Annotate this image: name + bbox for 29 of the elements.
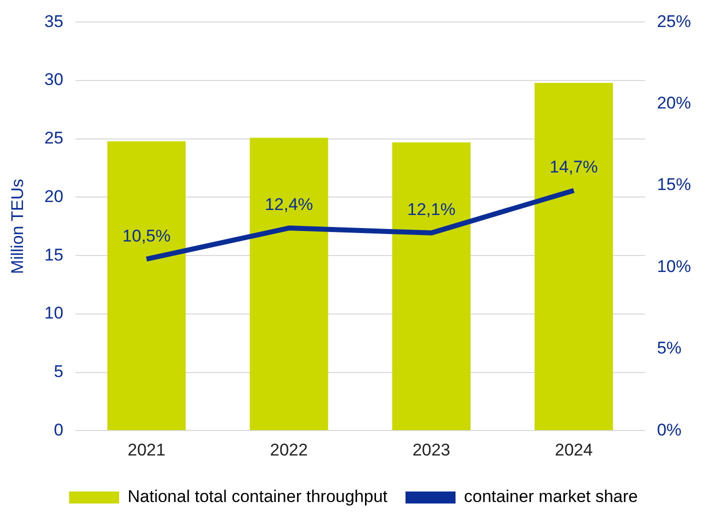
legend-label: National total container throughput (128, 487, 388, 506)
data-label: 10,5% (122, 226, 171, 246)
y2-tick-label: 15% (656, 175, 692, 194)
y2-tick-label: 20% (656, 94, 692, 113)
y-axis-title: Million TEUs (8, 178, 27, 274)
bar (534, 82, 613, 430)
data-label: 12,4% (264, 195, 314, 214)
y-tick-label: 25 (44, 128, 64, 148)
y2-tick-label: 5% (656, 338, 682, 358)
x-tick-label: 2022 (270, 440, 308, 460)
y-tick-label: 20 (44, 186, 64, 206)
y2-tick-label: 25% (656, 12, 692, 31)
y-tick-label: 30 (44, 70, 64, 90)
bar (250, 138, 328, 430)
x-tick-label: 2021 (128, 440, 166, 460)
y-tick-label: 5 (54, 362, 64, 381)
x-tick-label: 2024 (554, 440, 593, 460)
y-tick-label: 35 (44, 12, 64, 31)
data-label: 12,1% (407, 200, 456, 220)
y-tick-label: 0 (54, 420, 64, 440)
data-label: 14,7% (550, 158, 598, 177)
bar (107, 141, 186, 430)
bar (392, 142, 471, 430)
legend-label: container market share (464, 487, 638, 506)
y-tick-label: 10 (44, 304, 64, 323)
x-tick-label: 2023 (412, 440, 450, 460)
y2-tick-label: 0% (656, 420, 682, 440)
y2-tick-label: 10% (656, 256, 692, 276)
y-tick-label: 15 (44, 245, 64, 264)
